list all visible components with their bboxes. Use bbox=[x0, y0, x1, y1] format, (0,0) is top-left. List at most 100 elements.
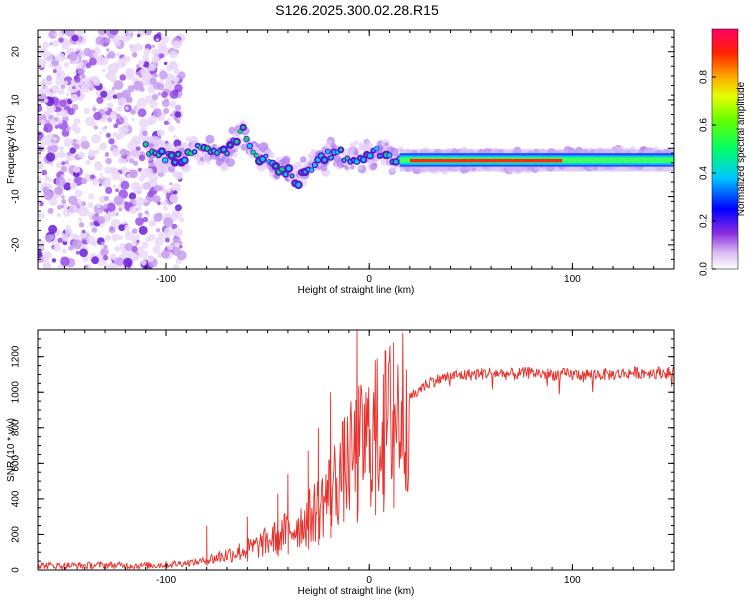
noise-blob bbox=[55, 176, 66, 187]
noise-blob bbox=[89, 174, 95, 180]
noise-blob bbox=[143, 30, 152, 36]
noise-blob bbox=[131, 228, 138, 234]
noise-blob bbox=[164, 237, 170, 243]
noise-blob bbox=[106, 202, 116, 212]
noise-blob bbox=[56, 52, 66, 62]
trace-core-blob bbox=[296, 182, 301, 187]
noise-blob bbox=[77, 67, 85, 76]
trace-core-blob bbox=[176, 152, 180, 156]
noise-blob bbox=[104, 234, 111, 242]
trace-core-blob bbox=[280, 167, 285, 172]
noise-blob bbox=[124, 224, 131, 231]
noise-blob bbox=[103, 255, 109, 261]
noise-blob bbox=[173, 139, 182, 148]
noise-blob bbox=[141, 241, 149, 249]
noise-blob bbox=[93, 111, 102, 121]
noise-blob bbox=[93, 125, 98, 130]
noise-blob bbox=[161, 99, 170, 108]
trace-core-blob bbox=[372, 149, 375, 152]
noise-blob bbox=[63, 56, 68, 60]
noise-blob bbox=[163, 217, 174, 228]
noise-blob bbox=[179, 217, 185, 223]
noise-blob bbox=[47, 146, 53, 151]
noise-blob bbox=[56, 212, 62, 218]
noise-blob bbox=[101, 142, 108, 149]
trace-halo-blob bbox=[149, 135, 159, 145]
noise-blob bbox=[73, 143, 80, 150]
noise-blob bbox=[115, 188, 119, 192]
noise-blob bbox=[149, 77, 157, 85]
y-tick-label: 400 bbox=[11, 490, 22, 507]
noise-blob bbox=[127, 30, 133, 35]
noise-blob bbox=[78, 151, 85, 159]
noise-blob bbox=[114, 246, 118, 250]
noise-blob bbox=[104, 166, 112, 174]
noise-blob bbox=[140, 168, 151, 178]
noise-blob bbox=[129, 158, 135, 164]
trace-core-blob bbox=[222, 147, 226, 152]
noise-blob bbox=[54, 116, 59, 122]
noise-blob bbox=[101, 68, 106, 73]
trace-halo-blob bbox=[156, 142, 162, 147]
noise-blob bbox=[68, 204, 78, 214]
noise-blob bbox=[133, 254, 140, 261]
noise-blob bbox=[47, 207, 54, 214]
noise-blob bbox=[167, 244, 174, 251]
noise-blob bbox=[75, 250, 80, 255]
noise-blob bbox=[117, 157, 125, 164]
noise-blob bbox=[127, 85, 135, 93]
trace-core-blob bbox=[244, 136, 249, 141]
noise-blob bbox=[151, 93, 159, 101]
noise-blob bbox=[38, 104, 43, 113]
noise-blob bbox=[57, 150, 66, 159]
noise-blob bbox=[63, 62, 70, 68]
trace-halo-blob bbox=[320, 164, 328, 172]
noise-blob bbox=[78, 217, 83, 222]
y-tick-label: 20 bbox=[11, 46, 22, 58]
noise-blob bbox=[59, 99, 67, 108]
noise-blob bbox=[80, 177, 88, 185]
noise-blob bbox=[48, 30, 57, 39]
trace-core-blob bbox=[264, 154, 268, 158]
noise-blob bbox=[149, 98, 153, 102]
noise-blob bbox=[157, 92, 162, 96]
noise-blob bbox=[50, 145, 58, 153]
noise-blob bbox=[132, 51, 138, 57]
noise-blob bbox=[116, 113, 121, 119]
trace-core-blob bbox=[234, 139, 239, 144]
noise-blob bbox=[40, 119, 46, 125]
noise-blob bbox=[135, 197, 145, 207]
noise-blob bbox=[95, 55, 105, 66]
noise-blob bbox=[163, 120, 169, 126]
noise-blob bbox=[129, 206, 138, 215]
noise-blob bbox=[108, 226, 116, 234]
noise-blob bbox=[91, 227, 98, 233]
noise-blob bbox=[173, 68, 180, 75]
trace-core-blob bbox=[162, 157, 168, 163]
noise-blob bbox=[38, 152, 42, 159]
noise-blob bbox=[176, 119, 181, 124]
noise-blob bbox=[139, 118, 149, 129]
noise-blob bbox=[81, 229, 86, 234]
x-axis-label: Height of straight line (km) bbox=[298, 586, 415, 597]
noise-blob bbox=[169, 182, 173, 186]
noise-blob bbox=[78, 61, 84, 67]
noise-blob bbox=[172, 235, 181, 244]
spectrogram-plot bbox=[38, 30, 674, 269]
noise-blob bbox=[96, 203, 101, 208]
noise-blob bbox=[100, 90, 108, 98]
noise-blob bbox=[102, 114, 107, 119]
noise-blob bbox=[130, 44, 135, 49]
noise-blob bbox=[174, 242, 180, 248]
noise-blob bbox=[114, 39, 121, 47]
noise-blob bbox=[108, 138, 115, 145]
noise-blob bbox=[72, 165, 81, 174]
noise-blob bbox=[179, 244, 183, 249]
noise-blob bbox=[113, 80, 124, 90]
noise-blob bbox=[138, 225, 148, 235]
noise-blob bbox=[148, 222, 152, 227]
noise-blob bbox=[109, 30, 119, 36]
noise-blob bbox=[115, 93, 122, 99]
